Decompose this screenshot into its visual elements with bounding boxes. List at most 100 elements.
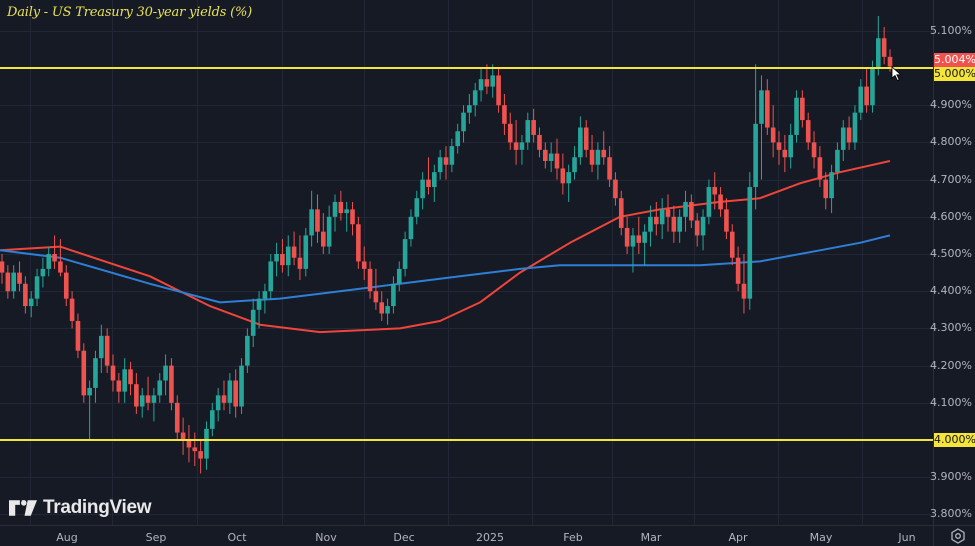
candle [40, 268, 46, 277]
candle [145, 395, 151, 403]
candle [356, 224, 361, 262]
mouse-cursor-icon [891, 66, 902, 82]
candle [811, 142, 817, 158]
horizontal-line-tag: 5.000% [934, 67, 975, 81]
candle [192, 447, 198, 452]
candle [765, 90, 770, 128]
candle [215, 395, 221, 411]
moving-averages [0, 160, 891, 334]
brand-name: TradingView [43, 497, 152, 518]
candle [361, 261, 367, 269]
candle [887, 56, 893, 67]
candle [583, 127, 589, 150]
candle [321, 231, 326, 247]
candle [613, 179, 618, 199]
candle [58, 261, 63, 273]
time-axis-label: Apr [728, 531, 748, 544]
candle [87, 387, 92, 396]
candle [169, 365, 174, 403]
price-axis-label: 5.100% [930, 23, 972, 37]
candle [291, 246, 297, 258]
candle [297, 257, 303, 269]
candle [396, 268, 402, 284]
horizontal-level-lines[interactable] [0, 67, 933, 441]
candle [414, 198, 420, 217]
time-axis-label: Feb [563, 531, 583, 544]
candle [326, 216, 332, 247]
candle [864, 86, 869, 106]
candle [46, 254, 52, 269]
candle [23, 283, 28, 307]
candle [513, 142, 519, 150]
candle [852, 112, 858, 143]
candle [543, 149, 548, 161]
ma-blue-line [0, 234, 891, 304]
price-axis-label: 4.100% [930, 395, 972, 409]
candle [116, 380, 122, 392]
candle [239, 365, 244, 407]
price-axis-label: 4.400% [930, 284, 972, 298]
candle [104, 335, 110, 366]
candle [724, 209, 729, 232]
time-axis-label: Oct [227, 531, 247, 544]
price-axis-label: 3.900% [930, 470, 972, 484]
price-axis-label: 4.800% [930, 135, 972, 149]
candle [519, 142, 525, 150]
tradingview-logo-icon [9, 500, 37, 516]
candle [139, 395, 145, 407]
candle [630, 235, 636, 247]
candle [741, 283, 747, 299]
tradingview-logo[interactable]: TradingView [9, 497, 152, 519]
candle [578, 127, 583, 158]
candle [344, 209, 349, 214]
horizontal-line-tag: 4.000% [934, 433, 975, 447]
time-axis-label: 2025 [476, 531, 504, 544]
candle [665, 209, 671, 217]
candle [572, 157, 577, 173]
candle [712, 187, 718, 195]
candle [110, 365, 116, 381]
candle [788, 134, 793, 158]
candle [432, 172, 437, 188]
time-axis-label: Aug [56, 531, 78, 544]
candle [93, 358, 98, 388]
candle [677, 216, 682, 232]
candle [537, 134, 542, 150]
candle [198, 451, 203, 459]
candle [332, 201, 338, 217]
time-axis-label: Nov [315, 531, 337, 544]
candle [601, 149, 607, 158]
candle [11, 272, 16, 292]
settings-gear-icon[interactable] [950, 528, 966, 544]
candle [0, 261, 5, 273]
candle [303, 235, 309, 269]
candle [268, 261, 274, 292]
candle [718, 194, 723, 210]
candle [507, 123, 513, 143]
candle [496, 75, 501, 106]
candle [443, 157, 449, 165]
candle [595, 149, 601, 165]
price-axis-label: 4.500% [930, 247, 972, 260]
candle [426, 179, 431, 188]
candle [52, 254, 57, 262]
candle [455, 131, 460, 147]
time-axis-label: May [809, 531, 833, 544]
time-axis-label: Sep [145, 531, 167, 544]
candle [689, 201, 694, 221]
candle [817, 157, 823, 180]
candle [402, 239, 408, 269]
candle [753, 123, 758, 188]
candle [548, 153, 554, 161]
candle [186, 440, 192, 448]
candle [17, 272, 22, 284]
price-axis-label: 4.300% [930, 321, 972, 335]
candle [461, 112, 466, 132]
candle [560, 168, 566, 184]
candle [846, 127, 852, 143]
candle [636, 235, 642, 243]
candle [618, 198, 624, 228]
candle [531, 120, 536, 135]
time-axis-label: Dec [393, 531, 415, 544]
